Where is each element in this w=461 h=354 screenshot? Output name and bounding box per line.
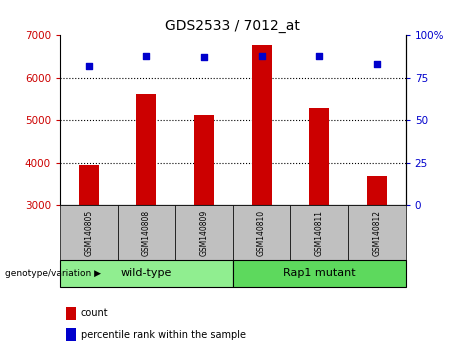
Text: percentile rank within the sample: percentile rank within the sample — [81, 330, 246, 339]
Point — [373, 62, 381, 67]
Text: GSM140810: GSM140810 — [257, 210, 266, 256]
Text: genotype/variation ▶: genotype/variation ▶ — [5, 269, 100, 278]
Text: GSM140812: GSM140812 — [372, 210, 381, 256]
Point — [315, 53, 323, 59]
Bar — [309, 108, 329, 205]
Point — [200, 55, 207, 60]
Point — [142, 53, 150, 59]
Bar — [79, 165, 99, 205]
Text: GSM140811: GSM140811 — [315, 210, 324, 256]
Bar — [252, 45, 272, 205]
Title: GDS2533 / 7012_at: GDS2533 / 7012_at — [165, 19, 300, 33]
Text: Rap1 mutant: Rap1 mutant — [283, 268, 355, 279]
Text: GSM140808: GSM140808 — [142, 210, 151, 256]
Text: GSM140809: GSM140809 — [200, 210, 208, 256]
Bar — [194, 115, 214, 205]
Text: wild-type: wild-type — [121, 268, 172, 279]
Bar — [136, 94, 156, 205]
Bar — [367, 176, 387, 205]
Text: count: count — [81, 308, 108, 318]
Text: GSM140805: GSM140805 — [84, 210, 93, 256]
Point — [85, 63, 92, 69]
Point — [258, 53, 266, 59]
